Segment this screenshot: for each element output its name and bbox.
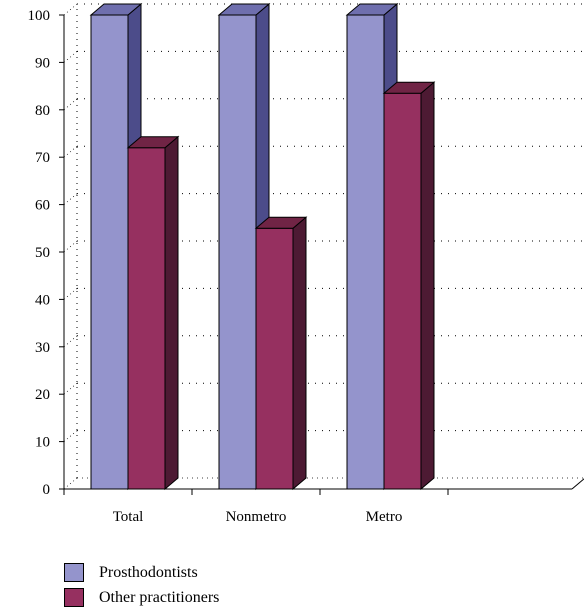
side-grid-40 — [63, 288, 78, 300]
y-tick-label-70: 70 — [35, 150, 50, 166]
bar-side — [292, 216, 307, 491]
legend-swatch-prosthodontists — [64, 563, 84, 582]
y-tick-label-50: 50 — [35, 245, 50, 261]
y-tick-label-90: 90 — [35, 55, 50, 71]
y-tick-label-20: 20 — [35, 387, 50, 403]
side-grid-30 — [63, 335, 78, 348]
bar-front — [346, 14, 385, 490]
side-grid-100 — [63, 3, 78, 16]
floor-right-edge — [571, 478, 584, 490]
bar-front — [90, 14, 129, 490]
bar-top — [345, 3, 399, 16]
x-tick-label-total: Total — [113, 509, 144, 525]
side-grid-70 — [63, 145, 78, 158]
bar-front — [127, 147, 166, 490]
side-grid-50 — [63, 240, 78, 253]
y-tick-label-80: 80 — [35, 103, 50, 119]
side-grid-90 — [63, 51, 78, 63]
x-tick-label-nonmetro: Nonmetro — [226, 509, 287, 525]
bar-top — [89, 3, 143, 16]
bar-nonmetro-other-practitioners — [254, 216, 308, 491]
bar-top — [254, 216, 308, 229]
legend-item-prosthodontists: Prosthodontists — [64, 560, 219, 585]
bar-top — [126, 136, 180, 149]
y-tick-label-0: 0 — [43, 482, 51, 498]
bar-top — [217, 3, 271, 16]
bar-front — [255, 227, 294, 490]
legend-label-prosthodontists: Prosthodontists — [99, 563, 198, 581]
y-tick-label-60: 60 — [35, 198, 50, 214]
side-grid-10 — [63, 430, 78, 442]
y-tick-label-30: 30 — [35, 340, 50, 356]
bar-side — [420, 81, 435, 491]
bar-front — [218, 14, 257, 490]
y-tick-label-100: 100 — [28, 8, 51, 24]
legend-swatch-other-practitioners — [64, 588, 84, 607]
side-grid-80 — [63, 98, 78, 111]
legend-item-other-practitioners: Other practitioners — [64, 585, 219, 610]
bar-front — [383, 92, 422, 490]
legend: Prosthodontists Other practitioners — [64, 560, 219, 610]
side-grid-60 — [63, 193, 78, 205]
y-tick-label-10: 10 — [35, 435, 50, 451]
bar-side — [164, 135, 179, 491]
bar-top — [382, 81, 436, 94]
bar-metro-other-practitioners — [382, 81, 436, 491]
legend-label-other-practitioners: Other practitioners — [99, 588, 220, 606]
x-tick-label-metro: Metro — [366, 509, 403, 525]
side-grid-20 — [63, 382, 78, 395]
side-grid-0 — [63, 477, 78, 490]
y-tick-label-40: 40 — [35, 292, 50, 308]
bar-total-other-practitioners — [126, 135, 180, 491]
